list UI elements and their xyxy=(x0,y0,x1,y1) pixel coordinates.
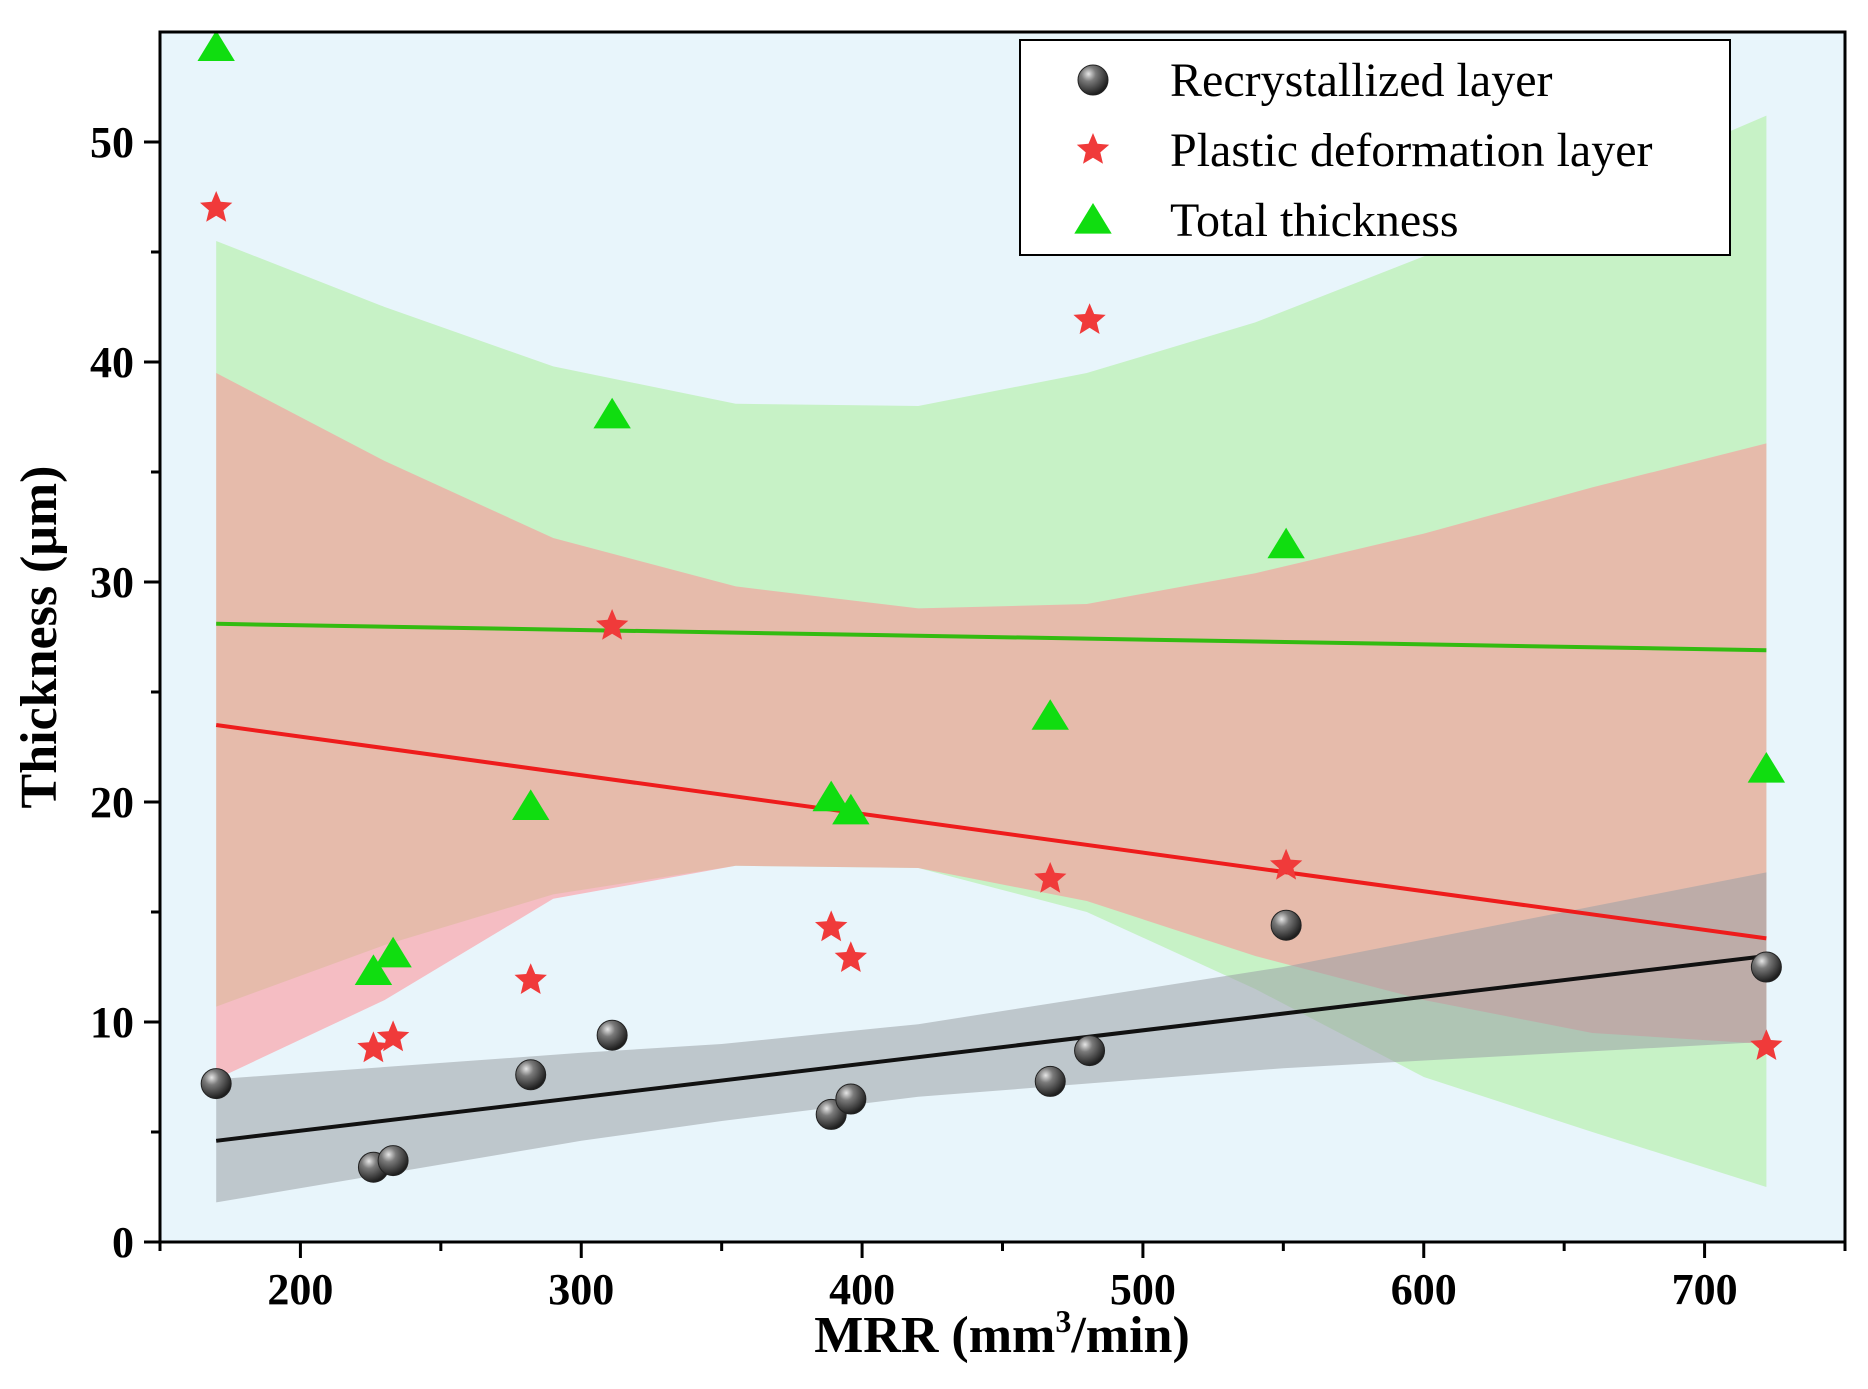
triangle-point xyxy=(197,30,235,61)
x-axis-title: MRR (mm3/min) xyxy=(814,1303,1190,1364)
y-axis-title: Thickness (μm) xyxy=(11,466,68,809)
x-tick-label: 600 xyxy=(1391,1265,1457,1314)
triangle-point xyxy=(832,793,870,825)
triangle-point xyxy=(812,780,850,812)
sphere-point xyxy=(515,1059,547,1091)
sphere-point xyxy=(1750,951,1782,983)
x-tick-label: 500 xyxy=(1110,1265,1176,1314)
y-tick-label: 40 xyxy=(90,338,134,387)
fit-lines xyxy=(215,621,1767,1143)
star-point xyxy=(1034,862,1067,893)
fit-line-total-thickness xyxy=(216,621,1767,653)
x-tick-label: 700 xyxy=(1672,1265,1738,1314)
triangle-point xyxy=(354,954,393,985)
star-point xyxy=(596,609,629,640)
triangle-point xyxy=(1747,752,1786,783)
triangle-point xyxy=(374,936,412,968)
legend-triangle-marker xyxy=(1074,203,1112,234)
star-point xyxy=(815,910,848,942)
y-tick-label: 30 xyxy=(90,558,134,607)
legend-label: Plastic deformation layer xyxy=(1170,124,1653,177)
confidence-band-plastic-deformation-layer xyxy=(216,373,1767,1080)
triangle-point xyxy=(1267,527,1305,559)
x-tick-label: 400 xyxy=(829,1265,895,1314)
sphere-point xyxy=(377,1145,409,1177)
fit-line-recrystallized-layer xyxy=(215,954,1767,1143)
sphere-point xyxy=(835,1083,867,1115)
star-point xyxy=(200,191,233,222)
x-tick-label: 200 xyxy=(267,1265,333,1314)
axis-ticks: 200 300 400 500 600 700 0 10 20 30 40 50 xyxy=(90,118,1847,1314)
star-point xyxy=(834,941,867,972)
fit-line-plastic-deformation-layer xyxy=(215,723,1767,941)
star-point xyxy=(1073,303,1106,334)
sphere-point xyxy=(1034,1065,1066,1097)
triangle-point xyxy=(593,397,631,429)
confidence-band-recrystallized-layer xyxy=(216,872,1767,1203)
legend-label: Total thickness xyxy=(1170,194,1459,247)
sphere-point xyxy=(1270,909,1302,941)
legend-sphere-marker xyxy=(1077,64,1109,96)
sphere-point xyxy=(200,1068,232,1100)
legend-star-marker xyxy=(1076,133,1110,164)
star-point xyxy=(357,1031,390,1063)
y-tick-label: 20 xyxy=(90,778,134,827)
legend: Recrystallized layer Plastic deformation … xyxy=(1019,39,1731,256)
y-tick-label: 0 xyxy=(112,1218,134,1267)
star-point xyxy=(1270,848,1303,880)
x-tick-label: 300 xyxy=(548,1265,614,1314)
legend-label: Recrystallized layer xyxy=(1170,54,1552,107)
star-point xyxy=(514,963,547,994)
y-tick-label: 50 xyxy=(90,118,134,167)
legend-box xyxy=(1019,39,1731,256)
confidence-bands xyxy=(216,115,1767,1203)
triangle-point xyxy=(1031,699,1069,730)
data-points xyxy=(197,30,1786,1183)
y-tick-label: 10 xyxy=(90,998,134,1047)
triangle-point xyxy=(512,789,550,820)
star-point xyxy=(376,1020,410,1052)
sphere-point xyxy=(1074,1035,1106,1067)
sphere-point xyxy=(596,1019,628,1051)
star-point xyxy=(1750,1029,1783,1060)
